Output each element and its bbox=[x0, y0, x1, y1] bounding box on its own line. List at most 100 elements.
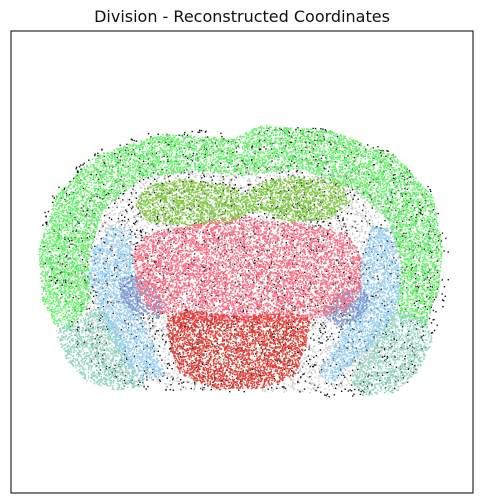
point bbox=[149, 242, 150, 243]
point bbox=[278, 225, 279, 226]
point bbox=[229, 391, 230, 392]
point bbox=[324, 328, 325, 329]
point bbox=[293, 321, 294, 322]
point bbox=[97, 153, 98, 154]
point bbox=[116, 376, 117, 377]
point bbox=[76, 168, 77, 169]
point bbox=[367, 321, 368, 322]
point bbox=[181, 386, 182, 387]
point bbox=[225, 210, 226, 211]
point bbox=[140, 216, 141, 217]
point bbox=[135, 355, 136, 356]
point bbox=[154, 323, 155, 324]
point bbox=[367, 144, 368, 145]
point bbox=[299, 172, 300, 173]
point bbox=[248, 190, 249, 191]
point bbox=[139, 382, 140, 383]
point bbox=[336, 261, 337, 262]
point bbox=[430, 286, 431, 287]
point bbox=[288, 348, 289, 349]
point bbox=[261, 186, 262, 187]
point bbox=[184, 132, 185, 133]
point bbox=[181, 263, 182, 264]
point bbox=[51, 280, 52, 281]
point bbox=[263, 386, 264, 387]
point bbox=[208, 173, 209, 174]
point bbox=[123, 235, 124, 236]
point bbox=[122, 258, 123, 259]
point bbox=[91, 174, 92, 175]
point bbox=[77, 329, 78, 330]
point bbox=[96, 229, 97, 230]
point bbox=[221, 370, 222, 371]
point bbox=[171, 201, 172, 202]
point bbox=[283, 176, 284, 177]
point bbox=[300, 249, 301, 250]
point bbox=[89, 200, 90, 201]
point bbox=[149, 331, 150, 332]
point bbox=[256, 184, 257, 185]
point bbox=[170, 341, 171, 342]
point bbox=[121, 224, 122, 225]
point bbox=[278, 383, 279, 384]
point bbox=[168, 358, 169, 359]
point bbox=[244, 391, 245, 392]
point bbox=[315, 225, 316, 226]
point bbox=[315, 305, 316, 306]
point bbox=[122, 165, 123, 166]
point bbox=[295, 280, 296, 281]
point bbox=[327, 394, 328, 395]
point bbox=[442, 233, 443, 234]
point bbox=[131, 196, 132, 197]
point bbox=[230, 228, 231, 229]
point bbox=[311, 322, 312, 323]
point bbox=[313, 247, 314, 248]
point bbox=[87, 307, 88, 308]
point bbox=[285, 388, 286, 389]
point bbox=[341, 326, 342, 327]
point bbox=[168, 363, 169, 364]
point bbox=[435, 296, 436, 297]
point bbox=[145, 232, 146, 233]
point bbox=[355, 221, 356, 222]
point bbox=[190, 209, 191, 210]
point bbox=[441, 240, 442, 241]
point bbox=[112, 210, 113, 211]
point bbox=[152, 229, 153, 230]
point bbox=[256, 251, 257, 252]
point bbox=[360, 213, 361, 214]
point bbox=[137, 214, 138, 215]
point bbox=[294, 306, 295, 307]
point bbox=[238, 188, 239, 189]
point bbox=[314, 345, 315, 346]
point bbox=[403, 377, 404, 378]
point bbox=[159, 379, 160, 380]
point bbox=[372, 223, 373, 224]
point bbox=[49, 276, 50, 277]
point bbox=[393, 272, 394, 273]
point bbox=[300, 325, 301, 326]
point bbox=[339, 332, 340, 333]
point bbox=[127, 213, 128, 214]
point bbox=[122, 220, 123, 221]
point bbox=[390, 273, 391, 274]
point bbox=[164, 229, 165, 230]
point bbox=[239, 284, 240, 285]
point bbox=[276, 388, 277, 389]
point bbox=[101, 231, 102, 232]
point bbox=[180, 379, 181, 380]
point bbox=[186, 211, 187, 212]
point bbox=[300, 298, 301, 299]
point bbox=[320, 332, 321, 333]
point bbox=[310, 338, 311, 339]
point bbox=[335, 388, 336, 389]
point bbox=[244, 345, 245, 346]
point bbox=[317, 239, 318, 240]
point bbox=[147, 386, 148, 387]
point bbox=[258, 168, 259, 169]
point bbox=[318, 368, 319, 369]
point bbox=[311, 379, 312, 380]
point bbox=[117, 325, 118, 326]
point bbox=[315, 128, 316, 129]
point bbox=[294, 162, 295, 163]
